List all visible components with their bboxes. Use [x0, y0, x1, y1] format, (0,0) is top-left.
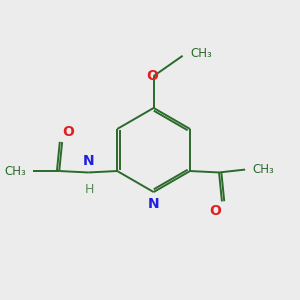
Text: O: O [63, 125, 74, 139]
Text: O: O [146, 69, 158, 83]
Text: O: O [210, 204, 221, 218]
Text: CH₃: CH₃ [190, 47, 212, 60]
Text: N: N [148, 197, 159, 211]
Text: CH₃: CH₃ [252, 163, 274, 176]
Text: N: N [82, 154, 94, 168]
Text: H: H [85, 184, 94, 196]
Text: CH₃: CH₃ [4, 164, 26, 178]
